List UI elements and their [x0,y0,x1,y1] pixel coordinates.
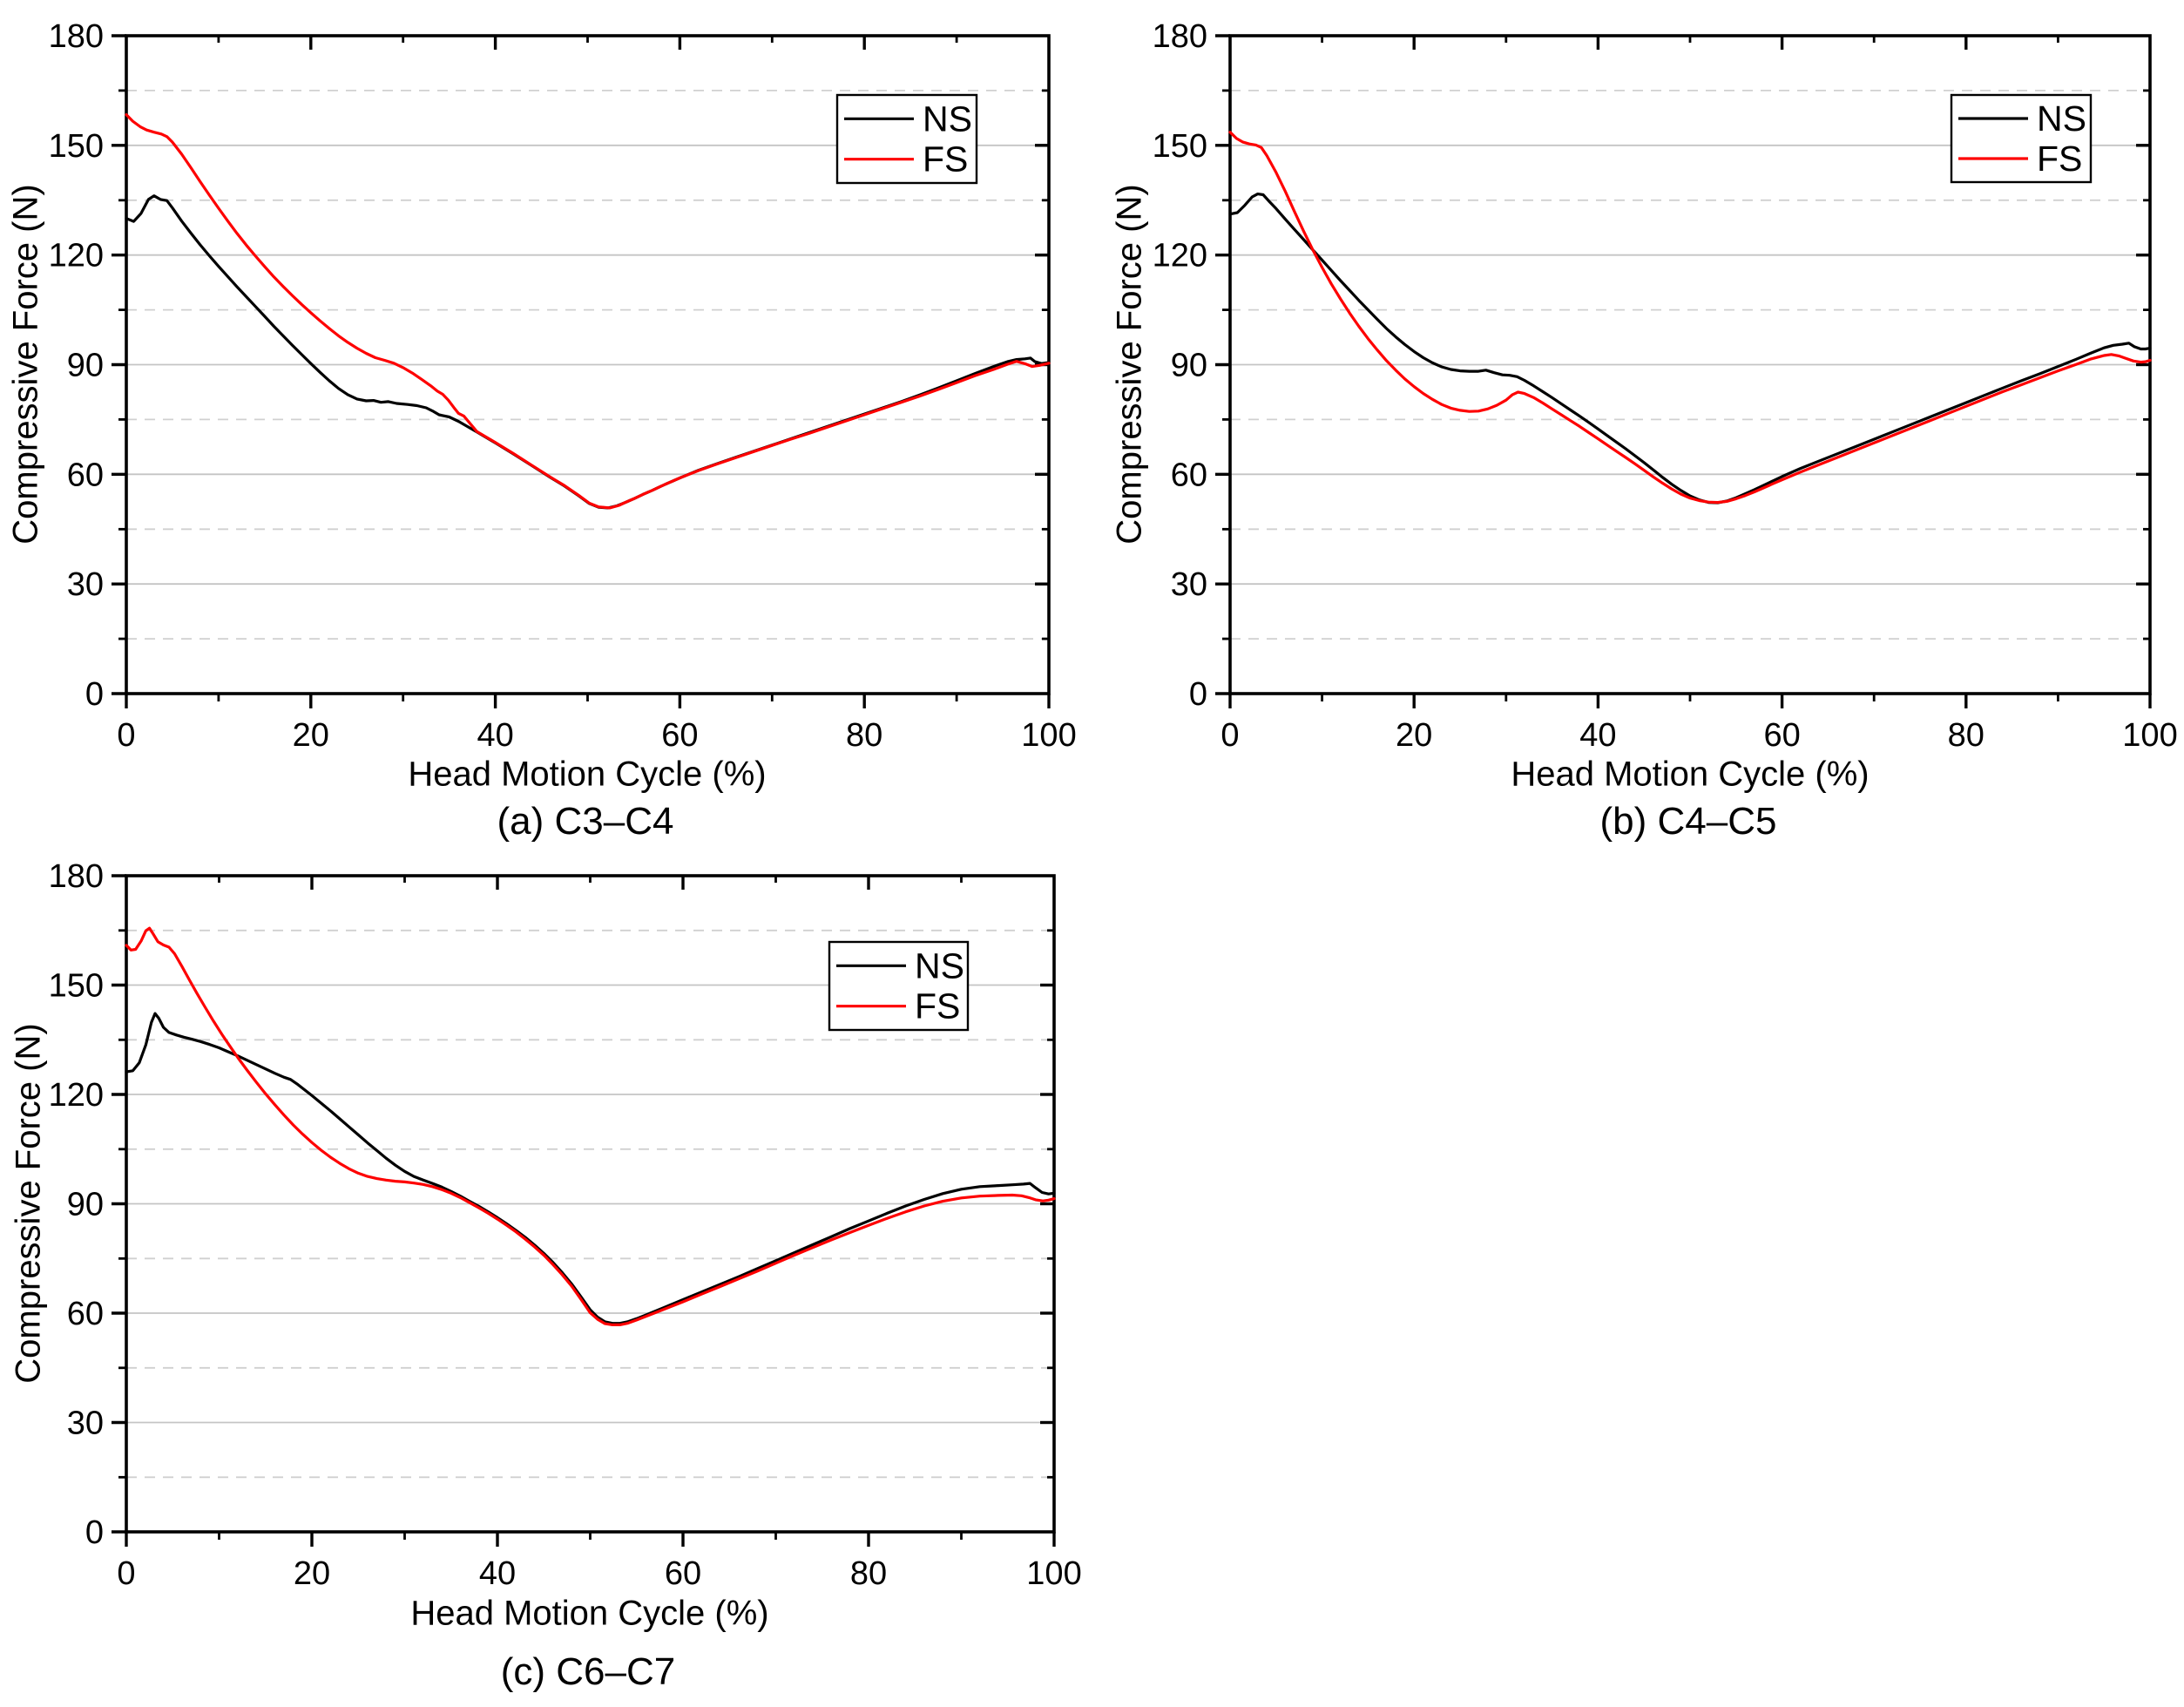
y-tick-label: 180 [49,18,104,55]
x-axis-title-a: Head Motion Cycle (%) [408,755,767,794]
legend-label-FS: FS [923,139,968,180]
y-tick-label: 180 [49,858,104,895]
x-tick-label: 0 [117,1555,135,1592]
y-axis-title-c: Compressive Force (N) [9,1023,48,1384]
x-tick-label: 0 [1220,717,1239,754]
x-tick-label: 100 [1021,717,1076,754]
legend-box [835,93,978,185]
series-FS-line [125,926,1056,1327]
x-tick-label: 40 [477,717,513,754]
y-tick-label: 30 [67,1406,104,1442]
x-tick-label: 40 [479,1555,516,1592]
y-tick-label: 90 [67,1187,104,1223]
caption-c: (c) C6–C7 [500,1650,676,1693]
x-tick-label: 80 [846,717,882,754]
y-tick-label: 90 [67,348,104,384]
y-tick-label: 60 [67,1296,104,1332]
y-tick-label: 30 [67,566,104,603]
x-tick-label: 20 [294,1555,330,1592]
y-tick-label: 150 [49,968,104,1005]
y-tick-label: 0 [1189,676,1207,713]
caption-b: (b) C4–C5 [1599,800,1777,843]
x-tick-label: 20 [293,717,329,754]
y-tick-label: 0 [85,676,104,713]
series-FS-line [125,113,1051,510]
legend-box [1950,93,2093,184]
x-axis-title-c: Head Motion Cycle (%) [410,1594,769,1633]
y-tick-label: 120 [49,238,104,274]
x-tick-label: 80 [850,1555,887,1592]
plot-frame [125,874,1056,1534]
legend-label-NS: NS [923,98,972,139]
y-tick-label: 60 [1171,457,1207,493]
legend-label-NS: NS [2037,98,2086,139]
series-NS-line [125,1012,1056,1325]
legend-label-FS: FS [2037,139,2082,179]
series-FS-line [1228,131,2152,505]
x-tick-label: 100 [2122,717,2177,754]
y-axis-title-b: Compressive Force (N) [1110,184,1149,545]
y-tick-label: 30 [1171,566,1207,603]
y-tick-label: 0 [85,1514,104,1551]
y-tick-label: 150 [49,128,104,165]
y-tick-label: 120 [49,1077,104,1114]
plot-frame [125,34,1051,695]
y-tick-label: 90 [1171,348,1207,384]
y-tick-label: 180 [1153,18,1207,55]
x-tick-label: 0 [117,717,135,754]
x-tick-label: 80 [1948,717,1985,754]
legend-label-NS: NS [915,945,964,986]
y-axis-title-a: Compressive Force (N) [6,184,45,545]
series-NS-line [125,194,1051,510]
x-axis-title-b: Head Motion Cycle (%) [1511,755,1870,794]
x-tick-label: 60 [665,1555,701,1592]
x-tick-label: 100 [1026,1555,1081,1592]
y-tick-label: 60 [67,457,104,493]
x-tick-label: 60 [1763,717,1800,754]
x-tick-label: 60 [661,717,698,754]
legend-label-FS: FS [915,986,960,1026]
y-tick-label: 150 [1153,128,1207,165]
plot-frame [1228,34,2152,695]
y-tick-label: 120 [1153,238,1207,274]
caption-a: (a) C3–C4 [497,800,674,843]
x-tick-label: 20 [1396,717,1432,754]
legend-box [828,940,970,1032]
x-tick-label: 40 [1579,717,1616,754]
series-NS-line [1228,193,2152,505]
